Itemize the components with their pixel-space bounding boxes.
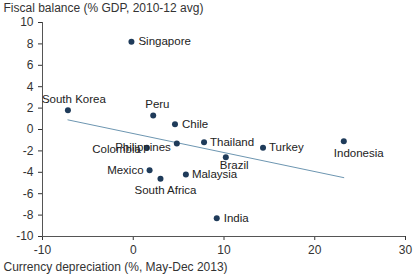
svg-text:20: 20 [308,243,322,257]
svg-text:South Korea: South Korea [42,93,107,105]
svg-text:10: 10 [20,15,34,29]
svg-text:-6: -6 [23,187,34,201]
svg-text:Mexico: Mexico [107,164,143,176]
svg-text:-10: -10 [34,243,52,257]
svg-text:2: 2 [27,101,34,115]
svg-text:0: 0 [130,243,137,257]
svg-text:6: 6 [27,58,34,72]
svg-text:India: India [224,212,250,224]
svg-text:Fiscal balance (% GDP, 2010-12: Fiscal balance (% GDP, 2010-12 avg) [4,1,204,15]
svg-text:-8: -8 [23,208,34,222]
svg-text:Currency depreciation (%, May-: Currency depreciation (%, May-Dec 2013) [4,260,228,274]
svg-text:Singapore: Singapore [138,35,190,47]
svg-text:Indonesia: Indonesia [334,147,384,159]
svg-text:South Africa: South Africa [134,184,197,196]
svg-text:Turkey: Turkey [269,141,304,153]
svg-text:30: 30 [399,243,413,257]
svg-text:Thailand: Thailand [210,136,254,148]
svg-text:8: 8 [27,37,34,51]
svg-text:Malaysia: Malaysia [192,168,238,180]
svg-text:-10: -10 [16,229,34,243]
svg-text:0: 0 [27,122,34,136]
svg-text:Brazil: Brazil [219,159,249,171]
svg-text:10: 10 [217,243,231,257]
svg-text:Peru: Peru [145,98,169,110]
svg-text:Philippines: Philippines [115,141,171,153]
svg-text:-2: -2 [23,144,34,158]
svg-text:-4: -4 [23,165,34,179]
svg-text:Chile: Chile [182,118,208,130]
svg-text:4: 4 [27,80,34,94]
